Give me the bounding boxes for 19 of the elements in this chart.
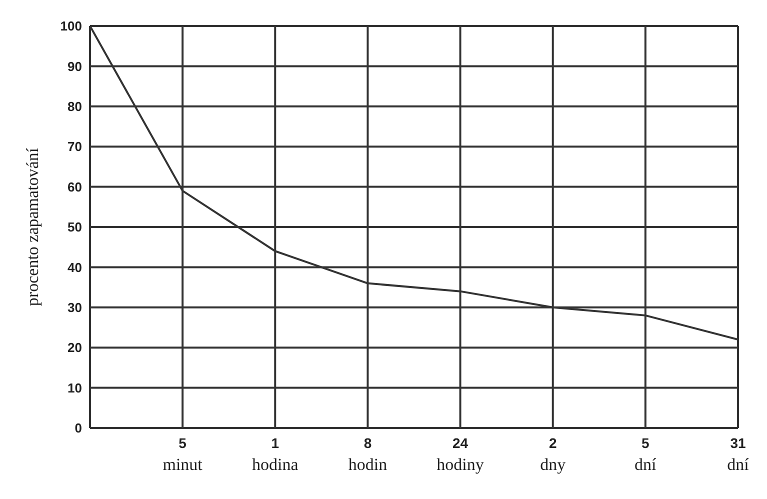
y-tick-label: 70 (68, 139, 82, 154)
x-tick-label: 1 hodina (252, 435, 299, 474)
y-tick-label: 0 (74, 420, 82, 436)
x-tick-label: 5 minut (162, 435, 203, 474)
x-tick-label: 8 hodin (348, 435, 388, 474)
x-tick-label: 31 dní (727, 435, 750, 474)
x-tick-label: 2 dny (540, 435, 566, 474)
y-tick-label: 50 (68, 220, 82, 235)
y-tick-label: 10 (68, 380, 82, 396)
y-tick-label: 100 (60, 18, 82, 34)
y-tick-label: 20 (68, 340, 82, 356)
y-tick-label: 60 (68, 179, 82, 194)
y-tick-label: 30 (68, 300, 82, 316)
y-tick-label: 40 (68, 260, 82, 275)
x-tick-label: 5 dní (634, 435, 657, 474)
y-axis-title: procento zapamatování (23, 148, 42, 306)
y-tick-label: 80 (68, 99, 82, 114)
y-tick-label: 90 (68, 58, 82, 74)
x-tick-label: 24 hodiny (436, 435, 484, 474)
